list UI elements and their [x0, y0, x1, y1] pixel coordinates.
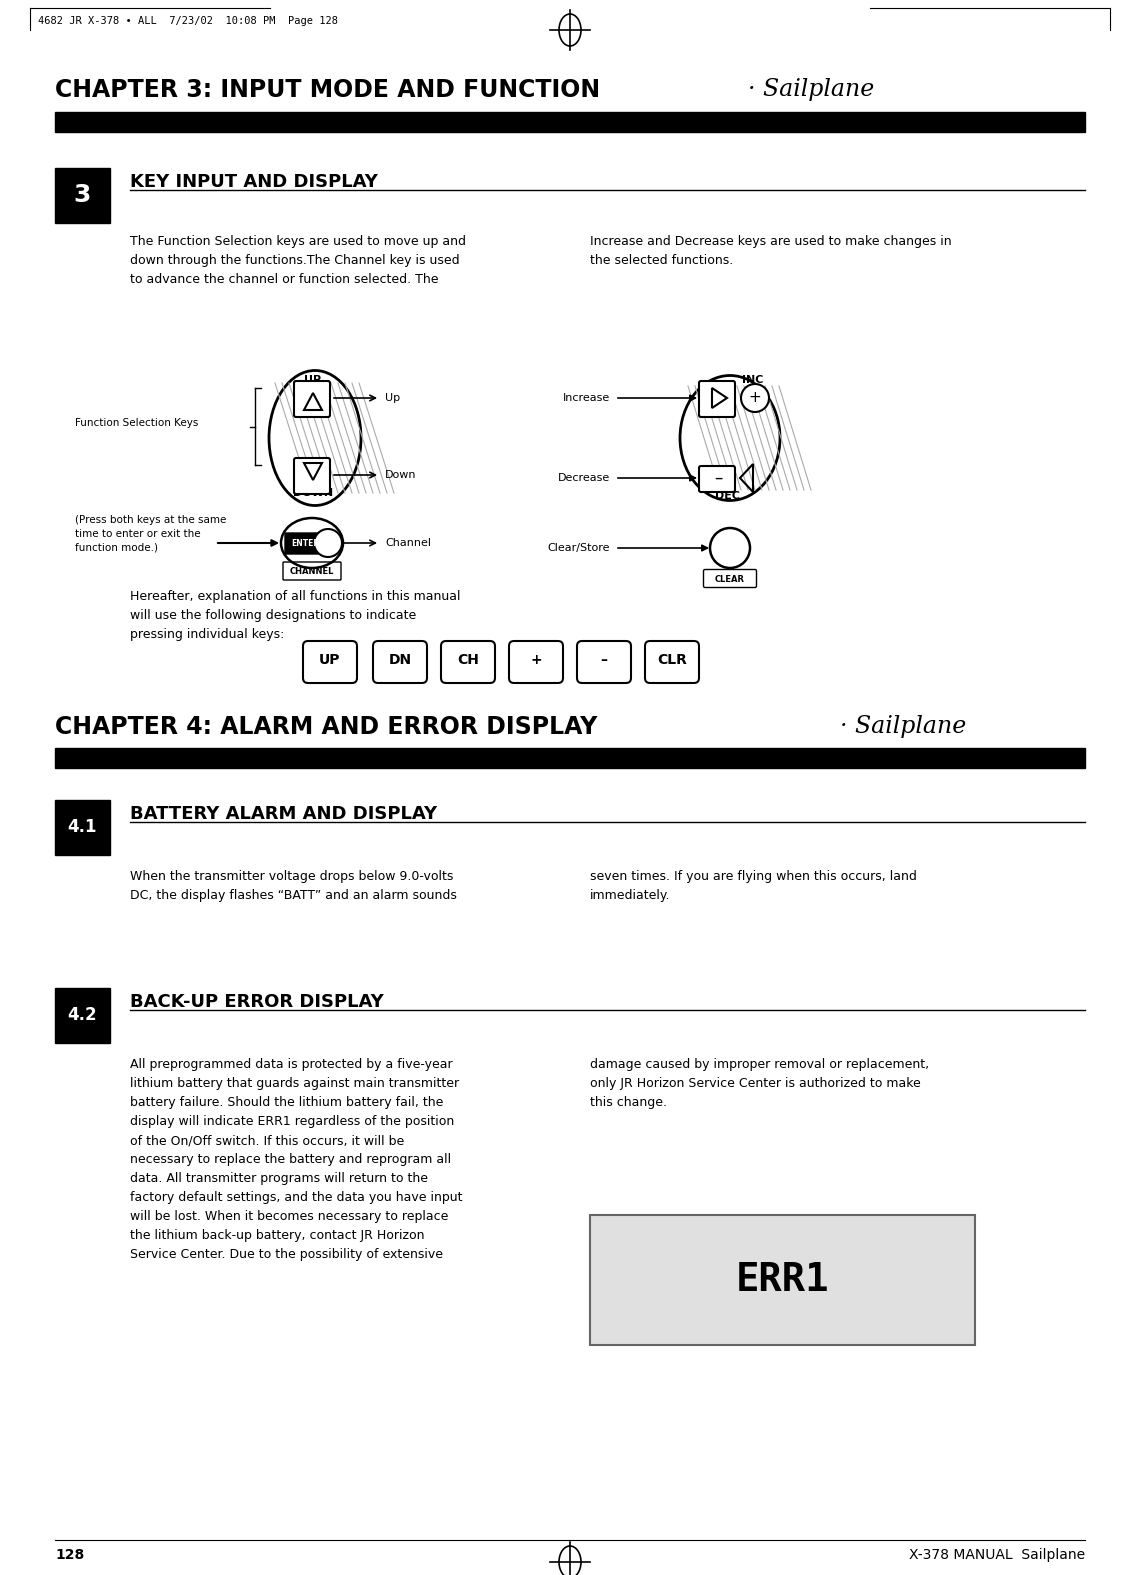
Text: Down: Down [385, 469, 416, 480]
Text: CLR: CLR [657, 654, 687, 666]
Text: Up: Up [385, 394, 400, 403]
Text: ERR1: ERR1 [735, 1262, 829, 1299]
Text: 4.2: 4.2 [67, 1006, 97, 1024]
Text: 128: 128 [55, 1548, 84, 1562]
Bar [55, 112, 1085, 132]
Text: X-378 MANUAL  Sailplane: X-378 MANUAL Sailplane [909, 1548, 1085, 1562]
Text: All preprogrammed data is protected by a five-year
lithium battery that guards a: All preprogrammed data is protected by a… [130, 1058, 463, 1262]
Text: UP: UP [304, 375, 321, 384]
Text: DN: DN [389, 654, 412, 666]
Text: When the transmitter voltage drops below 9.0-volts
DC, the display flashes “BATT: When the transmitter voltage drops below… [130, 869, 457, 902]
Text: Hereafter, explanation of all functions in this manual
will use the following de: Hereafter, explanation of all functions … [130, 591, 461, 641]
Bar [591, 1214, 975, 1345]
Text: Decrease: Decrease [557, 472, 610, 484]
Bar [55, 988, 109, 1043]
Text: BACK-UP ERROR DISPLAY: BACK-UP ERROR DISPLAY [130, 992, 384, 1011]
Text: · Sailplane: · Sailplane [840, 715, 967, 739]
Text: CHAPTER 3: INPUT MODE AND FUNCTION: CHAPTER 3: INPUT MODE AND FUNCTION [55, 79, 600, 102]
Bar [55, 169, 109, 224]
FancyBboxPatch shape [285, 532, 325, 554]
Text: CHAPTER 4: ALARM AND ERROR DISPLAY: CHAPTER 4: ALARM AND ERROR DISPLAY [55, 715, 597, 739]
Bar [55, 748, 1085, 769]
Text: 4682 JR X-378 • ALL  7/23/02  10:08 PM  Page 128: 4682 JR X-378 • ALL 7/23/02 10:08 PM Pag… [38, 16, 337, 27]
Text: +: + [749, 391, 762, 405]
Text: +: + [530, 654, 542, 666]
Text: seven times. If you are flying when this occurs, land
immediately.: seven times. If you are flying when this… [591, 869, 917, 902]
Text: The Function Selection keys are used to move up and
down through the functions.T: The Function Selection keys are used to … [130, 235, 466, 287]
Text: Increase and Decrease keys are used to make changes in
the selected functions.: Increase and Decrease keys are used to m… [591, 235, 952, 268]
Circle shape [710, 528, 750, 569]
Ellipse shape [280, 518, 343, 569]
Text: damage caused by improper removal or replacement,
only JR Horizon Service Center: damage caused by improper removal or rep… [591, 1058, 929, 1109]
FancyBboxPatch shape [577, 641, 632, 684]
FancyBboxPatch shape [699, 381, 735, 417]
Text: Clear/Store: Clear/Store [547, 543, 610, 553]
FancyBboxPatch shape [645, 641, 699, 684]
Text: DEC: DEC [716, 491, 741, 501]
Text: (Press both keys at the same
time to enter or exit the
function mode.): (Press both keys at the same time to ent… [75, 515, 227, 553]
Text: –: – [714, 469, 722, 487]
Text: ENTER: ENTER [291, 540, 319, 548]
Text: 4.1: 4.1 [67, 819, 97, 836]
Text: Function Selection Keys: Function Selection Keys [75, 417, 198, 428]
FancyBboxPatch shape [373, 641, 428, 684]
FancyBboxPatch shape [508, 641, 563, 684]
Text: –: – [601, 654, 608, 666]
Text: CLEAR: CLEAR [715, 575, 746, 583]
FancyBboxPatch shape [441, 641, 495, 684]
Circle shape [741, 384, 770, 413]
Text: Channel: Channel [385, 539, 431, 548]
Text: KEY INPUT AND DISPLAY: KEY INPUT AND DISPLAY [130, 173, 377, 191]
Bar [55, 800, 109, 855]
Text: · Sailplane: · Sailplane [748, 79, 874, 101]
FancyBboxPatch shape [294, 458, 329, 495]
Text: BATTERY ALARM AND DISPLAY: BATTERY ALARM AND DISPLAY [130, 805, 437, 824]
Circle shape [314, 529, 342, 558]
Text: INC: INC [742, 375, 764, 384]
Ellipse shape [679, 375, 780, 501]
Text: UP: UP [319, 654, 341, 666]
Text: DOWN: DOWN [293, 488, 333, 498]
Text: CHANNEL: CHANNEL [290, 567, 334, 576]
FancyBboxPatch shape [303, 641, 357, 684]
Ellipse shape [269, 370, 361, 506]
Text: CH: CH [457, 654, 479, 666]
FancyBboxPatch shape [699, 466, 735, 491]
Text: Increase: Increase [563, 394, 610, 403]
FancyBboxPatch shape [294, 381, 329, 417]
Text: 3: 3 [73, 184, 91, 208]
